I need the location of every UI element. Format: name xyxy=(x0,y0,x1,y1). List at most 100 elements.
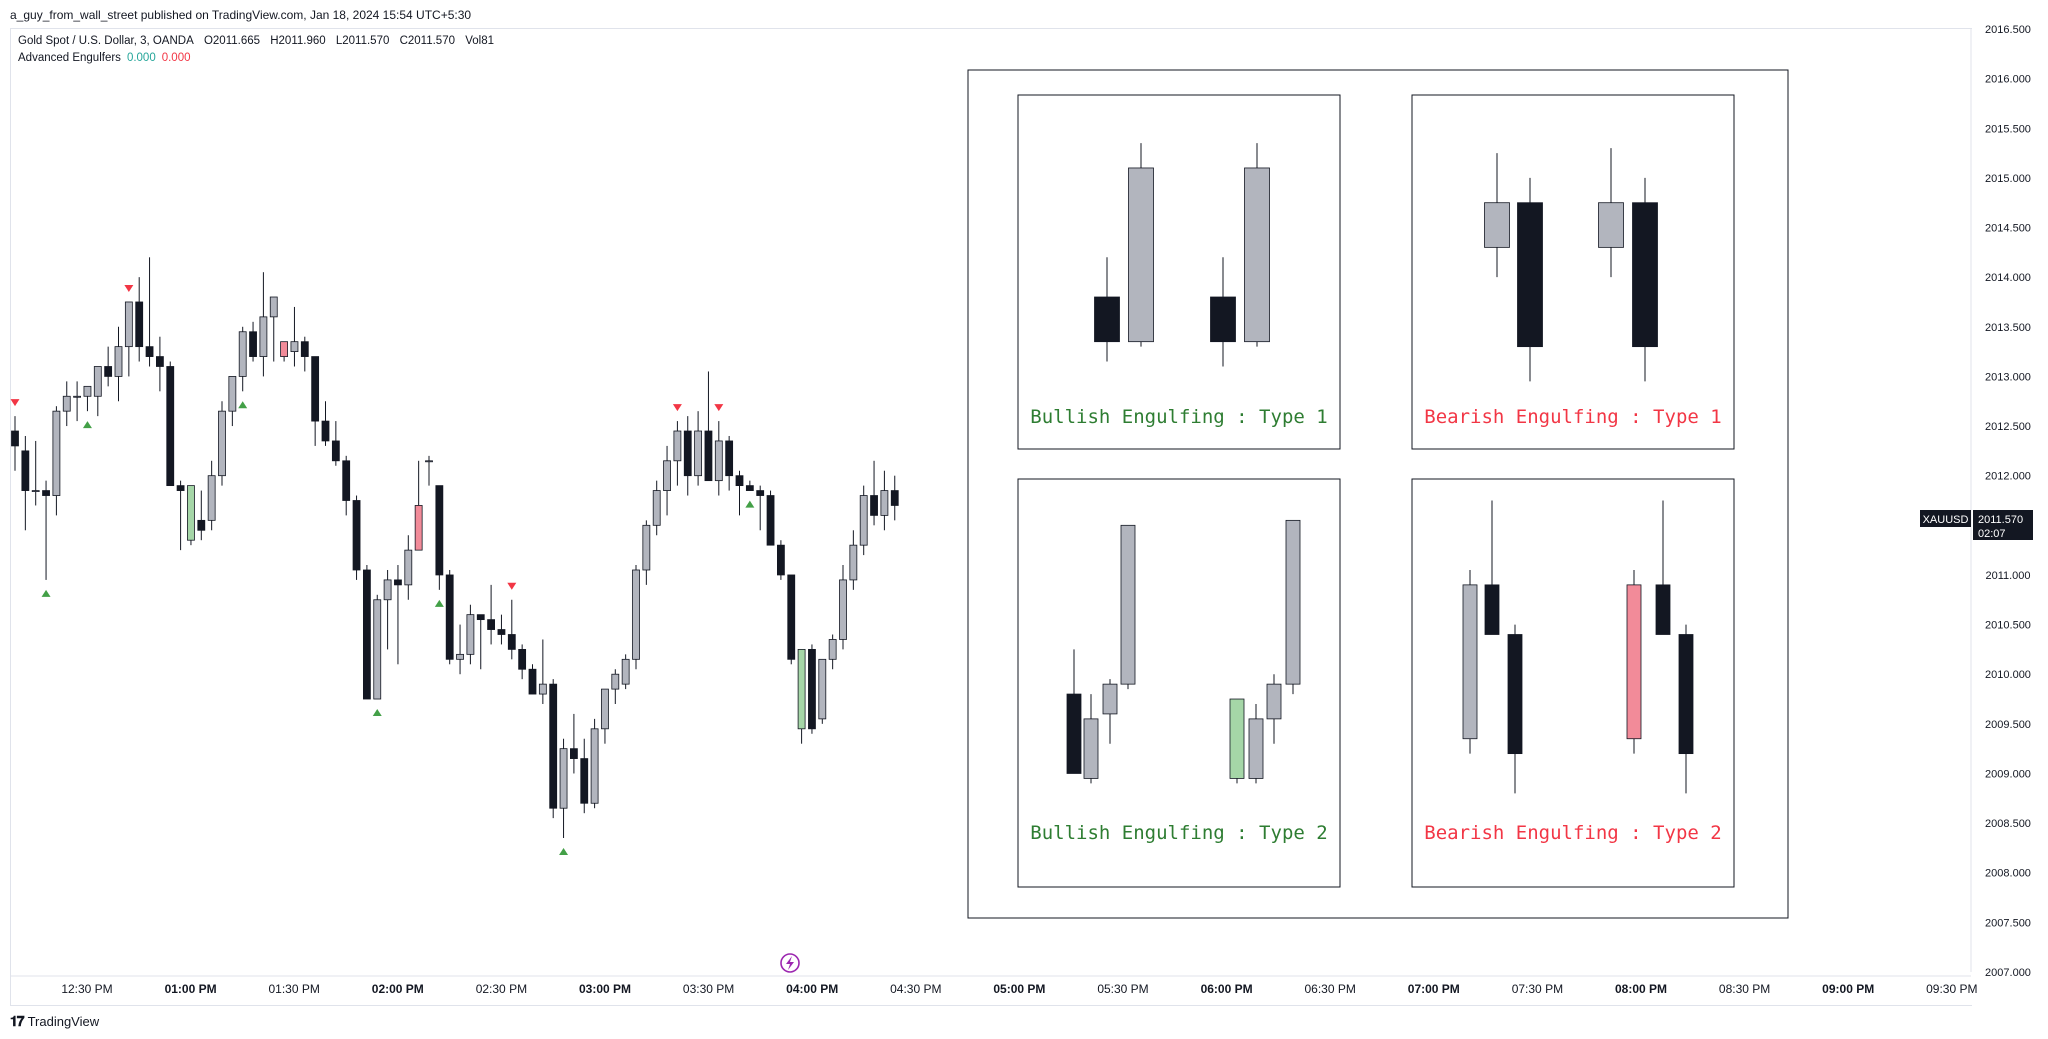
price-axis[interactable]: 2016.500 2016.000 2015.500 2015.000 2014.500… xyxy=(1970,24,2031,979)
y-tick-label: 2011.000 xyxy=(1985,570,2030,582)
candle-body xyxy=(673,430,682,462)
example-panel-label: Bullish Engulfing : Type 1 xyxy=(1030,406,1327,428)
y-tick-label: 2009.000 xyxy=(1985,768,2031,780)
candle-body xyxy=(383,579,392,601)
y-tick-label: 2016.000 xyxy=(1985,74,2031,86)
candle-body xyxy=(797,648,806,730)
bullish-signal-marker xyxy=(41,589,51,597)
candle-body xyxy=(404,549,413,586)
candle-body xyxy=(1507,634,1523,755)
candle-body xyxy=(601,688,609,730)
x-tick-label: 09:00 PM xyxy=(1822,982,1874,996)
x-tick-label: 07:30 PM xyxy=(1512,982,1563,996)
time-axis[interactable]: 12:30 PM 01:00 PM 01:30 PM 02:00 PM 02:30 PM… xyxy=(10,975,1977,996)
candle-body xyxy=(114,346,123,377)
example-panel-1: Bullish Engulfing : Type 1 xyxy=(1017,94,1341,450)
candle-body xyxy=(890,490,899,506)
candle-body xyxy=(1248,718,1264,779)
candle-body xyxy=(456,653,464,660)
candle-body xyxy=(683,430,692,477)
candle-body xyxy=(1517,202,1543,348)
tv-logo-icon: 𝟏𝟕 xyxy=(10,1013,25,1029)
candle-body xyxy=(725,440,734,477)
x-tick-label: 09:30 PM xyxy=(1926,982,1977,996)
y-tick-label: 2014.500 xyxy=(1985,223,2031,235)
example-panel-3: Bullish Engulfing : Type 2 xyxy=(1017,478,1341,888)
example-panel-4: Bearish Engulfing : Type 2 xyxy=(1411,478,1735,888)
candle-body xyxy=(745,485,754,491)
candle-body xyxy=(714,440,723,482)
bullish-signal-marker xyxy=(238,401,248,409)
candle-body xyxy=(735,475,744,487)
close-value: C2011.570 xyxy=(399,35,455,47)
bearish-signal-marker xyxy=(672,404,682,412)
candle-body xyxy=(518,648,527,670)
candle-body xyxy=(611,673,620,690)
candle-body xyxy=(694,430,702,477)
y-tick-label: 2015.000 xyxy=(1985,173,2031,185)
candle-body xyxy=(808,648,816,730)
candle-body xyxy=(466,614,475,655)
candle-body xyxy=(1244,167,1270,343)
bullish-signal-marker xyxy=(82,421,92,429)
candle-body xyxy=(249,331,257,357)
bearish-signal-marker xyxy=(10,399,20,407)
candle-body xyxy=(538,683,547,695)
candle-body xyxy=(528,668,537,695)
example-panel-frame xyxy=(1411,94,1735,450)
y-tick-label: 2009.500 xyxy=(1985,719,2031,731)
candlestick-series xyxy=(11,257,899,838)
example-panel-frame xyxy=(1017,94,1341,450)
bearish-signal-marker xyxy=(714,404,724,412)
candle-body xyxy=(21,450,30,491)
symbol-name[interactable]: Gold Spot / U.S. Dollar, 3, OANDA xyxy=(18,35,194,47)
brand-name: TradingView xyxy=(27,1014,100,1029)
candle-body xyxy=(228,376,237,412)
candle-body xyxy=(207,475,216,521)
candle-body xyxy=(1120,524,1136,685)
bullish-signal-marker xyxy=(559,847,569,855)
y-tick-label: 2016.500 xyxy=(1985,24,2031,36)
candle-body xyxy=(321,420,330,442)
candle-body xyxy=(73,395,81,398)
candle-body xyxy=(1229,698,1245,779)
candle-body xyxy=(342,460,351,501)
y-tick-label: 2012.500 xyxy=(1985,421,2031,433)
tradingview-logo[interactable]: 𝟏𝟕 TradingView xyxy=(10,1013,99,1030)
last-price-badge xyxy=(1973,510,2033,540)
candle-body xyxy=(870,495,878,516)
candle-body xyxy=(766,495,775,546)
chart-frame xyxy=(10,28,1972,1006)
signal-markers xyxy=(10,284,755,855)
volume-value: Vol81 xyxy=(465,35,494,47)
candle-body xyxy=(394,579,402,586)
symbol-badge xyxy=(1920,510,1971,527)
example-panel-2: Bearish Engulfing : Type 1 xyxy=(1411,94,1735,450)
x-tick-label: 03:30 PM xyxy=(683,982,734,996)
lightning-icon[interactable] xyxy=(780,953,800,973)
candle-body xyxy=(704,430,713,482)
candle-body xyxy=(880,490,889,516)
candle-body xyxy=(155,356,164,367)
candle-body xyxy=(1066,693,1082,774)
engulfing-examples-panel: Bullish Engulfing : Type 1 Bearish Engulf… xyxy=(1017,94,1735,888)
candle-body xyxy=(83,385,92,397)
example-panel-label: Bearish Engulfing : Type 2 xyxy=(1424,822,1721,844)
candle-body xyxy=(632,569,640,660)
candle-body xyxy=(11,430,19,447)
badge-price: 2011.570 xyxy=(1978,514,2023,526)
candle-body xyxy=(331,440,340,462)
indicator-name[interactable]: Advanced Engulfers xyxy=(18,52,121,64)
y-tick-label: 2010.000 xyxy=(1985,669,2031,681)
candle-body xyxy=(777,544,785,576)
x-tick-label: 03:00 PM xyxy=(579,982,631,996)
candle-body xyxy=(300,341,309,357)
publisher-line: a_guy_from_wall_street published on Trad… xyxy=(10,8,472,22)
candle-body xyxy=(1266,683,1282,720)
candle-body xyxy=(218,410,226,477)
candle-body xyxy=(1128,167,1154,343)
candle-body xyxy=(663,460,671,491)
candle-body xyxy=(1102,683,1118,715)
x-tick-label: 04:30 PM xyxy=(890,982,941,996)
